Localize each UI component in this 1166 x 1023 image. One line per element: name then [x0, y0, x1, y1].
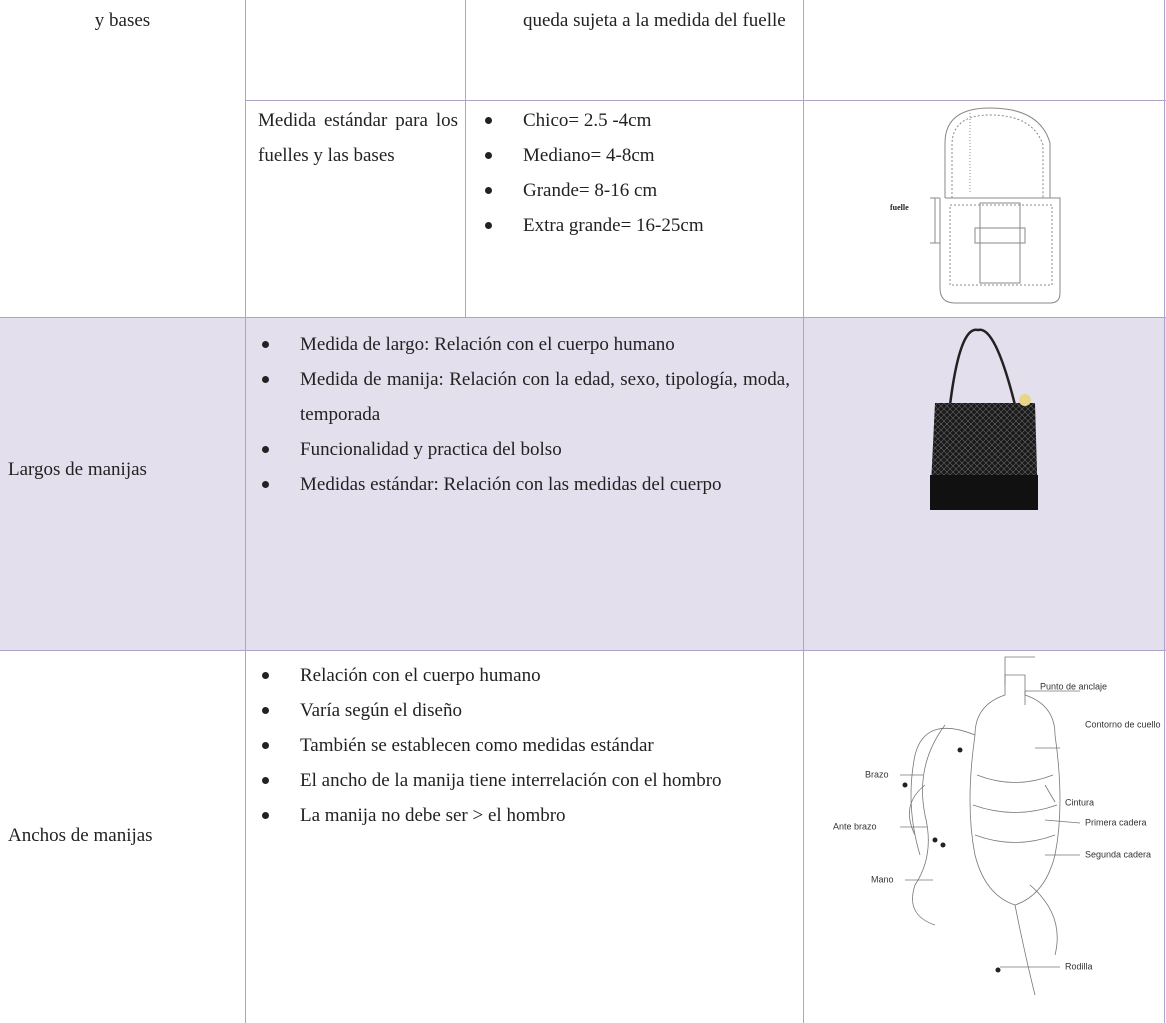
figure-label: Primera cadera — [1085, 817, 1147, 827]
bullet-item: El ancho de la manija tiene interrelació… — [262, 763, 790, 798]
figure-label: Cintura — [1065, 797, 1094, 807]
cell-border — [465, 0, 466, 317]
cell-border — [0, 317, 1166, 318]
cell-border — [803, 0, 804, 1023]
bullet-item: La manija no debe ser > el hombro — [262, 798, 790, 833]
figure-label: Segunda cadera — [1085, 849, 1151, 859]
bag-pattern-figure: fuelle — [890, 107, 1061, 304]
figure-label: Ante brazo — [833, 821, 877, 831]
bullet-item: Medidas estándar: Relación con las medid… — [262, 467, 790, 502]
bullet-item: Medida de manija: Relación con la edad, … — [262, 362, 790, 432]
mesh-bag-image — [930, 328, 1038, 510]
bullet-list: Relación con el cuerpo humano Varía segú… — [262, 658, 790, 833]
bullet-item: Chico= 2.5 -4cm — [485, 103, 793, 138]
bullet-item: Grande= 8-16 cm — [485, 173, 793, 208]
cell-border — [245, 318, 246, 1023]
bullet-list: Medida de largo: Relación con el cuerpo … — [262, 327, 790, 502]
bullet-item: Mediano= 4-8cm — [485, 138, 793, 173]
bullet-item: Medida de largo: Relación con el cuerpo … — [262, 327, 790, 362]
cell-text: Medida estándar para los fuelles y las b… — [258, 110, 458, 166]
cell-text: queda sujeta a la medida del fuelle — [523, 10, 786, 31]
body-diagram: Punto de anclaje Contorno de cuello Braz… — [833, 656, 1161, 996]
figure-label: Punto de anclaje — [1040, 681, 1107, 691]
figure-label: Rodilla — [1065, 961, 1093, 971]
row-label: Largos de manijas — [8, 459, 147, 480]
figure-label: Contorno de cuello — [1085, 719, 1161, 729]
figure-label: Brazo — [865, 769, 889, 779]
cell-border — [1164, 0, 1165, 1023]
figure-label: fuelle — [890, 203, 909, 212]
cell-border — [245, 0, 246, 317]
row-label: y bases — [94, 10, 151, 31]
cell-border — [0, 650, 1166, 651]
bullet-item: Relación con el cuerpo humano — [262, 658, 790, 693]
figure-label: Mano — [871, 874, 894, 884]
row-label: Anchos de manijas — [8, 825, 153, 846]
bullet-item: Varía según el diseño — [262, 693, 790, 728]
cell-border — [245, 100, 1166, 101]
bullet-item: Extra grande= 16-25cm — [485, 208, 793, 243]
bullet-item: Funcionalidad y practica del bolso — [262, 432, 790, 467]
bullet-list: Chico= 2.5 -4cm Mediano= 4-8cm Grande= 8… — [485, 103, 793, 243]
bullet-item: También se establecen como medidas están… — [262, 728, 790, 763]
